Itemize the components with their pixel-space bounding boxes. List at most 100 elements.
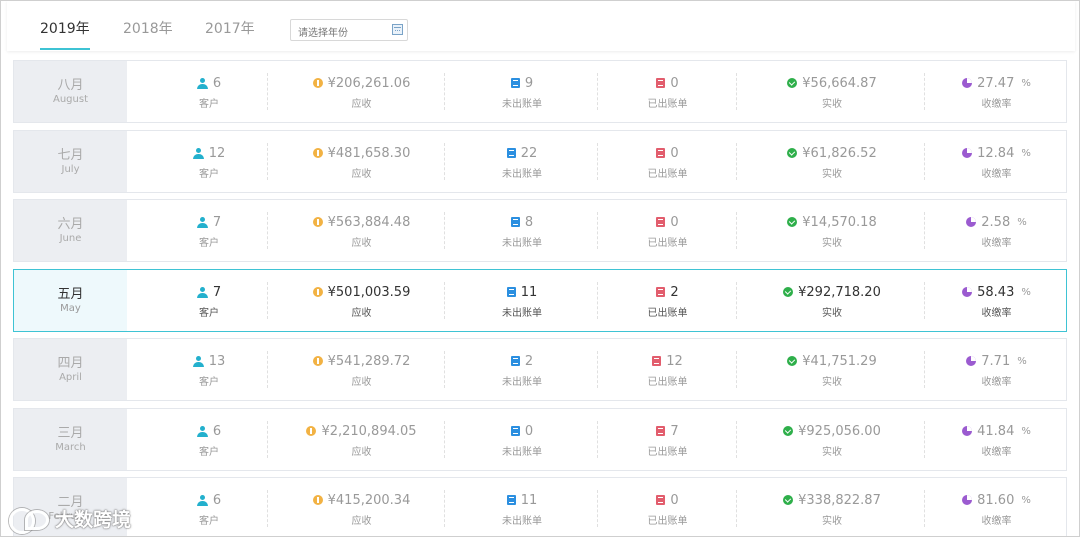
- unbilled-bills-stat: 22 未出账单: [447, 131, 597, 192]
- watermark-logo-icon: [9, 505, 49, 534]
- receivable-value-line: ¥563,884.48: [284, 214, 439, 230]
- pie-chart-icon: [966, 356, 977, 366]
- month-row[interactable]: 三月 March 6 客户 ¥2,210,894.05 应收 0 未出账单 7 已出账单 ¥925,…: [13, 408, 1067, 471]
- received-value-line: ¥292,718.20: [737, 284, 927, 300]
- column-divider: [267, 421, 268, 458]
- receivable-label: 应收: [351, 238, 372, 249]
- receivable-value-line: ¥206,261.06: [284, 75, 439, 91]
- month-cell: 八月 August: [14, 61, 127, 122]
- customers-label: 客户: [199, 447, 219, 458]
- column-divider: [736, 282, 737, 319]
- column-divider: [267, 282, 268, 319]
- month-cell: 六月 June: [14, 200, 127, 261]
- customers-label: 客户: [199, 169, 219, 180]
- percent-sign: %: [1021, 425, 1031, 437]
- column-divider: [736, 212, 737, 249]
- unbilled-bills-value-line: 8: [447, 214, 597, 230]
- collection-rate-value-line: 41.84%: [929, 423, 1064, 439]
- collection-rate-value-line: 12.84%: [929, 145, 1064, 161]
- tab-2017[interactable]: 2017年: [205, 21, 255, 37]
- collection-rate-stat: 81.60% 收缴率: [929, 478, 1064, 536]
- customers-stat: 7 客户: [144, 200, 274, 261]
- coin-icon: [312, 217, 323, 227]
- customers-stat: 6 客户: [144, 478, 274, 536]
- customers-stat: 12 客户: [144, 131, 274, 192]
- customers-value: 6: [212, 423, 222, 439]
- received-label: 实收: [822, 447, 842, 458]
- tab-2018[interactable]: 2018年: [123, 21, 173, 37]
- billed-bills-value: 12: [666, 353, 683, 369]
- year-select-input[interactable]: 请选择年份: [290, 19, 408, 41]
- received-label: 实收: [822, 99, 842, 110]
- percent-sign: %: [1021, 494, 1031, 506]
- customers-stat: 6 客户: [144, 61, 274, 122]
- percent-sign: %: [1017, 355, 1027, 367]
- collection-rate-stat: 41.84% 收缴率: [929, 409, 1064, 470]
- received-stat: ¥292,718.20 实收: [737, 270, 927, 331]
- month-row[interactable]: 七月 July 12 客户 ¥481,658.30 应收 22 未出账单 0 已出账单 ¥61,82…: [13, 130, 1067, 193]
- billed-bill-icon: [656, 217, 666, 227]
- billed-bills-value: 0: [670, 145, 679, 161]
- collection-rate-label: 收缴率: [981, 169, 1012, 180]
- collection-rate-label: 收缴率: [981, 238, 1012, 249]
- collection-rate-label: 收缴率: [981, 516, 1012, 527]
- month-cell: 四月 April: [14, 339, 127, 400]
- receivable-value-line: ¥541,289.72: [284, 353, 439, 369]
- column-divider: [444, 351, 445, 388]
- customers-value-line: 6: [144, 492, 274, 508]
- column-divider: [597, 490, 598, 527]
- unbilled-bills-value: 11: [520, 284, 538, 300]
- receivable-value: ¥481,658.30: [327, 145, 411, 161]
- column-divider: [444, 73, 445, 110]
- month-name-cn: 六月: [57, 217, 84, 232]
- received-label: 实收: [822, 377, 842, 388]
- year-tab-bar: 2019年 2018年 2017年 请选择年份: [7, 1, 1075, 51]
- customers-stat: 13 客户: [144, 339, 274, 400]
- month-row[interactable]: 六月 June 7 客户 ¥563,884.48 应收 8 未出账单 0 已出账单 ¥14,570.…: [13, 199, 1067, 262]
- tab-2019[interactable]: 2019年: [40, 18, 90, 50]
- billed-bills-value-line: 2: [600, 284, 735, 300]
- month-row[interactable]: 八月 August 6 客户 ¥206,261.06 应收 9 未出账单 0 已出账单 ¥56,66…: [13, 60, 1067, 123]
- billed-bill-icon: [656, 495, 666, 505]
- calendar-icon[interactable]: [392, 24, 403, 35]
- received-stat: ¥925,056.00 实收: [737, 409, 927, 470]
- billed-bill-icon: [656, 287, 666, 297]
- unbilled-bills-label: 未出账单: [502, 99, 542, 110]
- month-row[interactable]: 五月 May 7 客户 ¥501,003.59 应收 11 未出账单 2 已出账单 ¥292,718…: [13, 269, 1067, 332]
- receivable-value: ¥563,884.48: [327, 214, 411, 230]
- receivable-stat: ¥415,200.34 应收: [284, 478, 439, 536]
- unbilled-bills-stat: 9 未出账单: [447, 61, 597, 122]
- unbilled-bills-value-line: 0: [447, 423, 597, 439]
- column-divider: [924, 73, 925, 110]
- month-row[interactable]: 四月 April 13 客户 ¥541,289.72 应收 2 未出账单 12 已出账单 ¥41,7…: [13, 338, 1067, 401]
- pie-chart-icon: [962, 78, 973, 88]
- receivable-value: ¥501,003.59: [327, 284, 411, 300]
- collection-rate-value-line: 27.47%: [929, 75, 1064, 91]
- unbilled-bills-value: 9: [524, 75, 534, 91]
- unbilled-bills-value-line: 9: [447, 75, 597, 91]
- collection-rate-stat: 27.47% 收缴率: [929, 61, 1064, 122]
- collection-rate-value-line: 2.58%: [929, 214, 1064, 230]
- unbilled-bills-stat: 11 未出账单: [447, 478, 597, 536]
- pie-chart-icon: [962, 495, 973, 505]
- pie-chart-icon: [962, 426, 973, 436]
- billed-bill-icon: [652, 356, 662, 366]
- month-name-cn: 七月: [57, 148, 84, 163]
- column-divider: [267, 351, 268, 388]
- unbilled-bill-icon: [506, 495, 516, 505]
- month-row[interactable]: 二月 February 6 客户 ¥415,200.34 应收 11 未出账单 0 已出账单 ¥33…: [13, 477, 1067, 536]
- received-check-icon: [783, 495, 794, 505]
- column-divider: [597, 421, 598, 458]
- unbilled-bill-icon: [510, 217, 520, 227]
- receivable-value: ¥2,210,894.05: [321, 423, 417, 439]
- column-divider: [924, 421, 925, 458]
- column-divider: [736, 351, 737, 388]
- receivable-value-line: ¥501,003.59: [284, 284, 439, 300]
- column-divider: [444, 421, 445, 458]
- customers-value: 6: [212, 492, 222, 508]
- collection-rate-stat: 2.58% 收缴率: [929, 200, 1064, 261]
- customers-value: 13: [208, 353, 226, 369]
- received-value: ¥925,056.00: [798, 423, 881, 439]
- billed-bills-value: 0: [670, 214, 679, 230]
- unbilled-bill-icon: [510, 78, 520, 88]
